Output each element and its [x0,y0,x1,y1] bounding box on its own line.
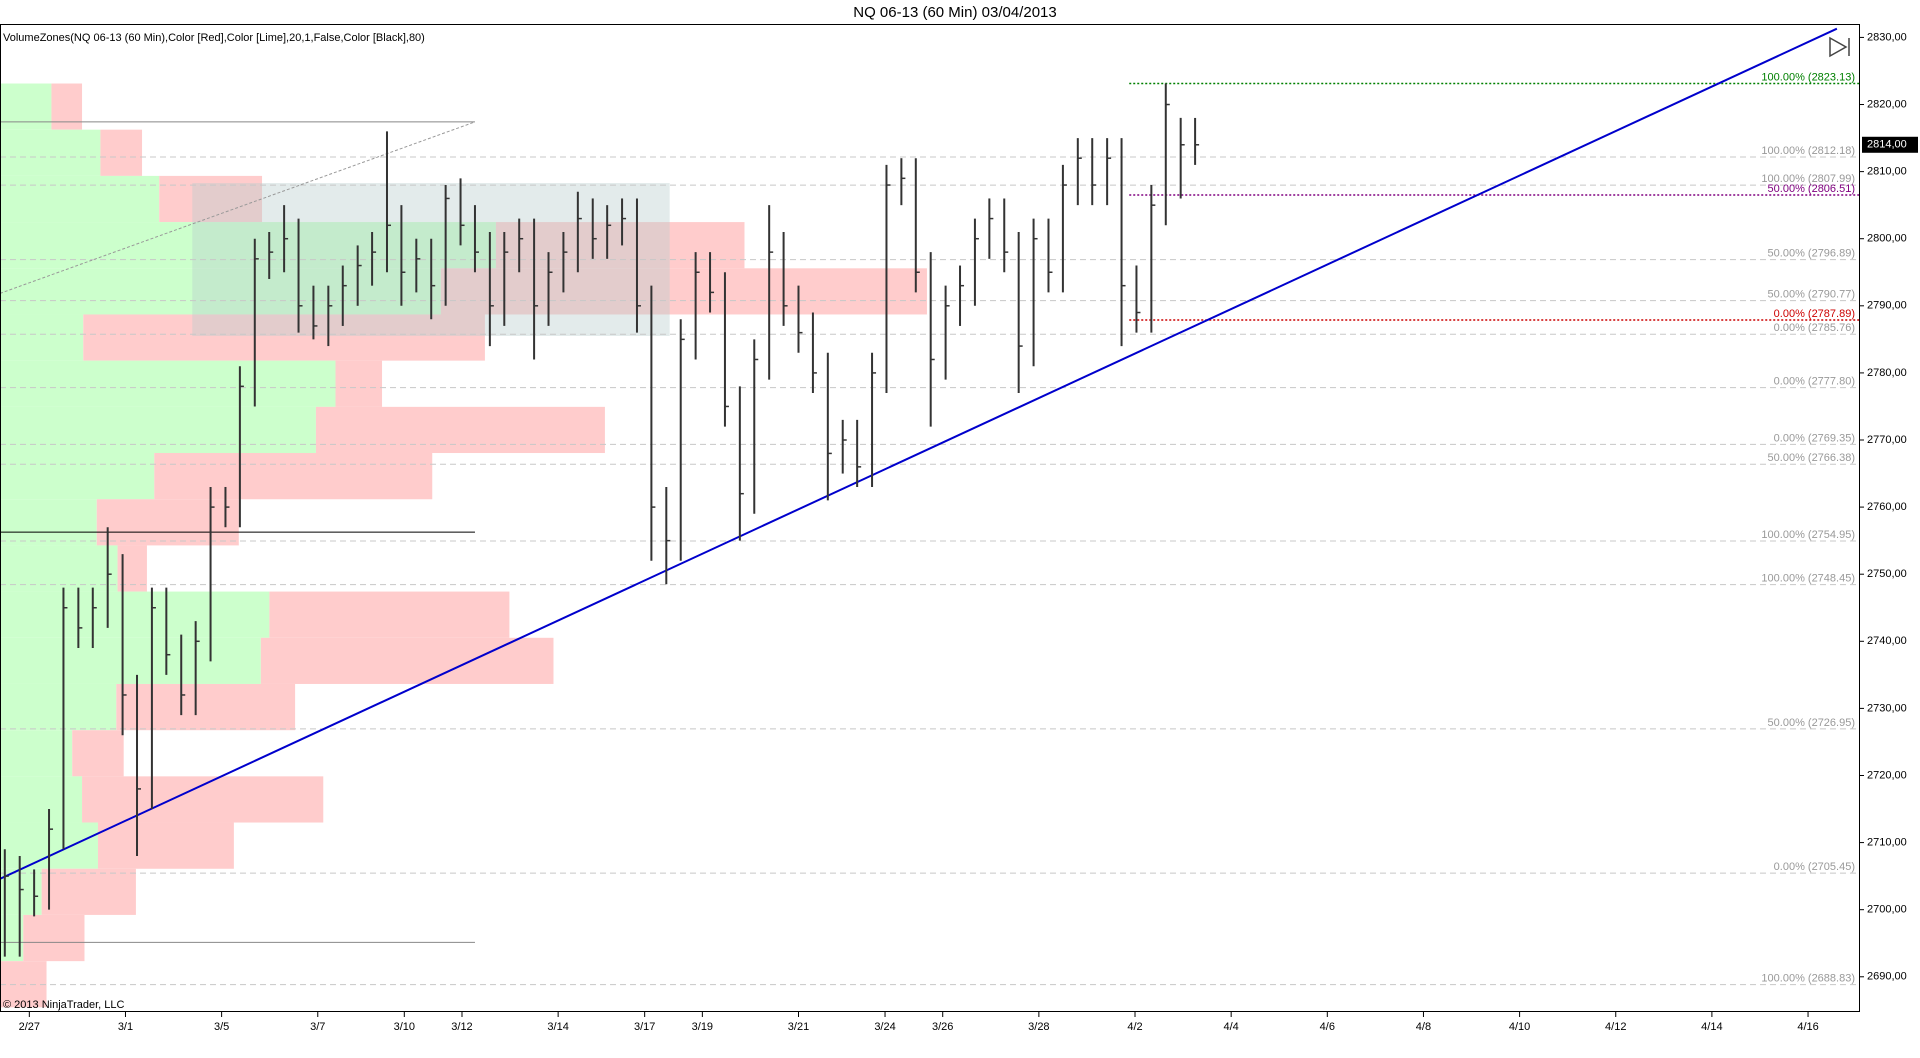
plot-area: 100.00% (2823.13) 100.00% (2812.18) 100.00… [0,27,1859,1008]
drawn-line [0,121,476,294]
y-tick-label: 2770,00 [1867,434,1907,446]
x-tick-label: 3/24 [874,1021,895,1033]
indicator-label: VolumeZones(NQ 06-13 (60 Min),Color [Red… [3,32,425,44]
last-price-label: 2814,00 [1867,139,1907,151]
fib-level-label: 0.00% (2787.89) [1774,308,1855,320]
volume-zone-up [0,637,261,684]
volume-zone-down [440,268,927,315]
y-tick-label: 2800,00 [1867,233,1907,245]
volume-zone-down [82,776,324,823]
x-tick-label: 3/21 [788,1021,809,1033]
volume-zone-up [0,222,496,269]
x-tick-label: 3/14 [547,1021,568,1033]
y-tick-label: 2730,00 [1867,702,1907,714]
y-tick-label: 2710,00 [1867,836,1907,848]
x-tick-label: 4/12 [1605,1021,1626,1033]
y-tick-label: 2690,00 [1867,971,1907,983]
volume-zone-up [0,499,97,546]
volume-zone-up [0,914,24,962]
x-tick-label: 4/14 [1701,1021,1722,1033]
fib-level-label: 100.00% (2823.13) [1761,71,1855,83]
fib-level-label: 0.00% (2785.76) [1774,322,1855,334]
y-tick-label: 2720,00 [1867,769,1907,781]
volume-zone-up [0,360,336,407]
fib-level-label: 50.00% (2806.51) [1768,183,1855,195]
x-tick-label: 2/27 [19,1021,40,1033]
fib-level-label: 100.00% (2807.99) [1761,173,1855,185]
volume-zone-down [72,730,124,777]
y-tick-label: 2820,00 [1867,98,1907,110]
volume-zone-down [260,637,554,684]
volume-zone-down [116,683,296,731]
y-tick-label: 2760,00 [1867,501,1907,513]
volume-zone-down [154,453,433,500]
x-tick-label: 3/10 [394,1021,415,1033]
x-tick-label: 3/1 [118,1021,133,1033]
volume-zone-up [0,776,83,823]
x-tick-label: 3/5 [214,1021,229,1033]
fib-level-label: 0.00% (2769.35) [1774,432,1855,444]
volume-zone-up [0,683,117,731]
volume-zone-down [315,406,605,454]
fib-level-label: 100.00% (2754.95) [1761,529,1855,541]
chart-title: NQ 06-13 (60 Min) 03/04/2013 [853,4,1056,21]
drawn-line [0,27,1838,880]
volume-zone-down [159,175,263,223]
volume-zone-down [97,822,234,869]
x-tick-label: 4/10 [1509,1021,1530,1033]
volume-zone-down [96,499,239,546]
y-tick-label: 2790,00 [1867,300,1907,312]
volume-zone-down [269,591,510,638]
volume-zone-down [335,360,383,407]
volume-zone-down [41,868,136,915]
fib-level-label: 50.00% (2726.95) [1768,717,1855,729]
fib-level-label: 0.00% (2705.45) [1774,861,1855,873]
volume-zone-up [0,129,101,176]
volume-zone-up [0,406,316,454]
x-tick-label: 3/19 [692,1021,713,1033]
volume-zone-down [23,914,85,962]
volume-zone-down [83,314,485,361]
volume-zone-up [0,83,52,130]
x-tick-label: 3/17 [634,1021,655,1033]
x-tick-label: 4/4 [1224,1021,1239,1033]
y-tick-label: 2810,00 [1867,166,1907,178]
fib-level-label: 100.00% (2688.83) [1761,973,1855,985]
volume-zone-up [0,268,441,315]
fib-level-label: 50.00% (2796.89) [1768,247,1855,259]
fib-level-label: 100.00% (2748.45) [1761,573,1855,585]
last-price-box [1862,136,1918,153]
copyright: © 2013 NinjaTrader, LLC [3,999,124,1011]
volume-zone-down [51,83,83,130]
volume-zone-up [0,545,118,592]
y-tick-label: 2700,00 [1867,904,1907,916]
volume-zone-up [0,175,160,223]
volume-zone-up [0,591,270,638]
y-tick-label: 2750,00 [1867,568,1907,580]
x-tick-label: 4/16 [1797,1021,1818,1033]
volume-zone-up [0,453,155,500]
y-tick-label: 2740,00 [1867,635,1907,647]
fib-level-label: 100.00% (2812.18) [1761,145,1855,157]
volume-zone-up [0,730,73,777]
scroll-icon[interactable] [1829,36,1850,58]
y-tick-label: 2780,00 [1867,367,1907,379]
volume-zone-down [100,129,143,176]
x-tick-label: 4/6 [1320,1021,1335,1033]
y-tick-label: 2830,00 [1867,31,1907,43]
volume-zone-down [495,222,745,269]
fib-level-label: 50.00% (2766.38) [1768,452,1855,464]
fib-level-label: 50.00% (2790.77) [1768,289,1855,301]
x-tick-label: 3/7 [310,1021,325,1033]
x-tick-label: 4/2 [1127,1021,1142,1033]
x-tick-label: 3/12 [451,1021,472,1033]
x-tick-label: 3/26 [932,1021,953,1033]
x-tick-label: 4/8 [1416,1021,1431,1033]
volume-zone-up [0,314,84,361]
fib-level-label: 0.00% (2777.80) [1774,376,1855,388]
x-tick-label: 3/28 [1028,1021,1049,1033]
plot-border [0,24,1860,1012]
